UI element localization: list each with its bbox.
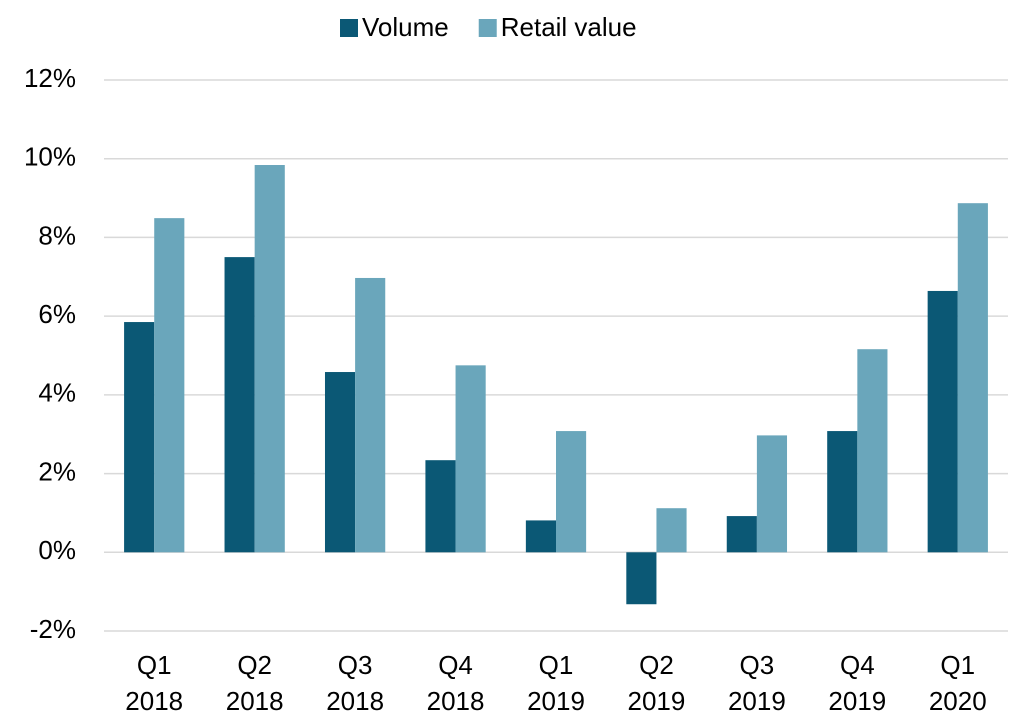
bar bbox=[957, 203, 988, 553]
legend-label: Retail value bbox=[501, 12, 637, 42]
bar bbox=[656, 508, 687, 553]
x-tick-label: Q2 bbox=[639, 650, 674, 680]
x-tick-label: 2018 bbox=[427, 686, 485, 716]
x-tick-label: 2018 bbox=[326, 686, 384, 716]
bar bbox=[425, 460, 456, 553]
bar bbox=[857, 349, 888, 553]
x-tick-label: 2019 bbox=[728, 686, 786, 716]
x-tick-label: Q3 bbox=[338, 650, 373, 680]
y-tick-label: 4% bbox=[38, 378, 76, 408]
bar bbox=[827, 431, 858, 553]
x-tick-label: Q4 bbox=[840, 650, 875, 680]
bar bbox=[525, 520, 556, 553]
bar bbox=[154, 218, 185, 553]
bar bbox=[455, 365, 486, 553]
bar bbox=[254, 165, 285, 553]
y-tick-label: 12% bbox=[24, 63, 76, 93]
x-tick-label: Q2 bbox=[237, 650, 272, 680]
legend-swatch bbox=[478, 19, 497, 37]
x-tick-label: 2019 bbox=[527, 686, 585, 716]
y-tick-label: 6% bbox=[38, 299, 76, 329]
bar bbox=[324, 372, 356, 553]
x-tick-label: Q1 bbox=[940, 650, 975, 680]
x-tick-label: 2019 bbox=[828, 686, 886, 716]
y-tick-label: 2% bbox=[38, 456, 76, 486]
bar bbox=[726, 516, 757, 553]
bar bbox=[756, 435, 788, 553]
y-tick-label: 8% bbox=[38, 220, 76, 250]
x-tick-label: Q1 bbox=[137, 650, 172, 680]
y-tick-label: 0% bbox=[38, 535, 76, 565]
x-tick-label: 2018 bbox=[226, 686, 284, 716]
y-tick-label: 10% bbox=[24, 142, 76, 172]
x-tick-label: 2019 bbox=[628, 686, 686, 716]
bar bbox=[927, 290, 958, 553]
x-tick-label: Q1 bbox=[539, 650, 574, 680]
x-tick-label: 2020 bbox=[929, 686, 987, 716]
legend-swatch bbox=[340, 19, 358, 37]
x-tick-label: Q4 bbox=[438, 650, 473, 680]
bar bbox=[224, 257, 255, 553]
bar bbox=[355, 277, 386, 553]
bar bbox=[626, 552, 657, 605]
x-tick-label: Q3 bbox=[740, 650, 775, 680]
bar bbox=[556, 431, 587, 553]
x-tick-label: 2018 bbox=[125, 686, 183, 716]
legend-label: Volume bbox=[362, 12, 449, 42]
bar bbox=[124, 322, 155, 553]
y-tick-label: -2% bbox=[30, 614, 76, 644]
